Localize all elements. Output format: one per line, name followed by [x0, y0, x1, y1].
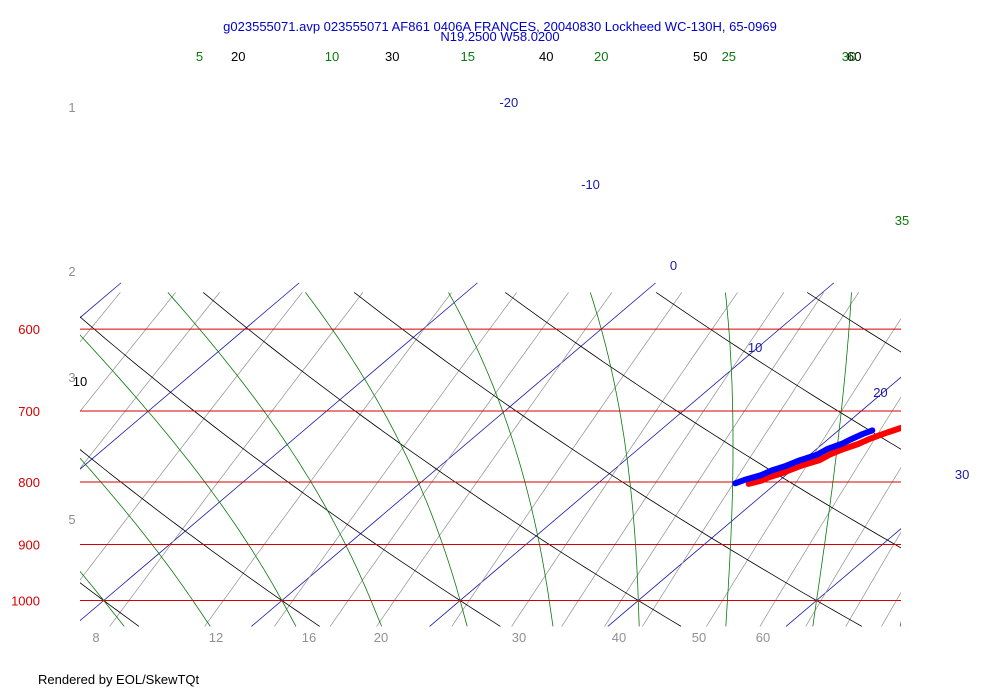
isotherm-label: -20 [499, 95, 518, 110]
moist-adiabat-line [988, 292, 1000, 626]
mixing-ratio-side-labels: 1 2 3 5 [68, 100, 75, 527]
mixing-ratio-bottom-label: 12 [209, 630, 223, 645]
mixing-ratio-line [80, 292, 176, 412]
mixing-ratio-side-label: 3 [68, 370, 75, 385]
temperature-tick-label: 30 [385, 49, 399, 64]
mixing-ratio-bottom-label: 30 [512, 630, 526, 645]
mixing-ratio-side-label: 5 [68, 512, 75, 527]
dry-adiabat-line [80, 582, 140, 627]
mixing-ratio-line [642, 292, 859, 627]
moist-adiabat-line [448, 292, 554, 627]
moist-adiabat-line [812, 292, 852, 627]
temperature-tick-label: 40 [539, 49, 553, 64]
mixing-ratio-line [451, 292, 683, 627]
dewpoint-trace [732, 427, 876, 487]
mixing-ratio-bottom-labels: 8 12 16 20 30 40 50 60 [92, 630, 770, 645]
side-temperature-label: 10 [73, 374, 87, 389]
pressure-axis: 600 700 800 900 1000 [11, 322, 40, 608]
dry-adiabat-line [958, 292, 1000, 626]
dry-adiabat-line [80, 449, 320, 627]
dry-adiabat-line [353, 292, 862, 627]
mixing-ratio-line [561, 292, 785, 627]
mixing-ratio-bottom-label: 60 [756, 630, 770, 645]
pressure-label: 900 [18, 538, 40, 553]
dry-adiabat-line [504, 292, 901, 549]
isotherm-label: 20 [873, 385, 887, 400]
theta-tick-label: 25 [722, 49, 736, 64]
mixing-ratio-line [329, 292, 569, 627]
isotherm-labels: -20-10010203040 [499, 95, 969, 482]
theta-tick-label: 30 [842, 49, 856, 64]
mixing-ratio-line [845, 531, 901, 627]
mixing-ratio-line [274, 292, 517, 627]
theta-tick-label: 15 [460, 49, 474, 64]
sounding-point [922, 406, 928, 412]
chart-subtitle: N19.2500 W58.0200 [440, 29, 559, 44]
isotherm-line [964, 283, 1000, 627]
moist-adiabat-line [167, 292, 382, 627]
moist-adiabat-line [589, 292, 640, 627]
temperature-tick-label: 60 [847, 49, 861, 64]
moist-adiabat-line [305, 292, 468, 627]
theta-tick-label: 35 [895, 213, 909, 228]
dry-adiabat-line [202, 292, 682, 627]
isotherm-line [80, 282, 478, 622]
moist-adiabat-line [899, 620, 901, 627]
mixing-ratio-bottom-label: 40 [612, 630, 626, 645]
temperature-tick-label: 50 [693, 49, 707, 64]
isotherm-line [80, 282, 300, 470]
mixing-ratio-bottom-label: 16 [302, 630, 316, 645]
mixing-ratio-line [970, 292, 1000, 626]
mixing-ratio-line [0, 292, 45, 626]
mixing-ratio-line [759, 396, 901, 627]
theta-tick-label: 20 [594, 49, 608, 64]
moist-adiabat-line [80, 570, 125, 627]
mixing-ratio-line [80, 292, 303, 581]
moist-adiabat-line [80, 457, 211, 627]
mixing-ratio-line [109, 292, 364, 627]
mixing-ratio-side-label: 1 [68, 100, 75, 115]
top-axis-labels: 20 30 40 50 60 5 10 15 20 25 30 35 10 [73, 49, 909, 389]
mixing-ratio-side-label: 2 [68, 264, 75, 279]
mixing-ratio-line [914, 292, 1000, 626]
mixing-ratio-bottom-label: 50 [692, 630, 706, 645]
temperature-trace [745, 424, 901, 487]
isotherm-label: 0 [670, 258, 677, 273]
chart-title: g023555071.avp 023555071 AF861 0406A FRA… [223, 19, 777, 34]
moist-adiabat-line [80, 334, 297, 627]
mixing-ratio-line [805, 466, 901, 627]
mixing-ratio-bottom-label: 8 [92, 630, 99, 645]
isotherm-label: 10 [748, 340, 762, 355]
mixing-ratio-line [511, 292, 738, 627]
isotherm-line [607, 376, 901, 627]
isotherm-line [785, 528, 901, 627]
sounding-traces [732, 406, 928, 487]
dry-adiabat-line [80, 316, 501, 627]
pressure-label: 1000 [11, 594, 40, 609]
mixing-ratio-line [80, 292, 220, 469]
isotherm-line [429, 282, 835, 627]
isotherm-label: 30 [955, 467, 969, 482]
isotherm-line [251, 282, 656, 627]
theta-tick-label: 5 [196, 49, 203, 64]
pressure-label: 700 [18, 404, 40, 419]
background-grid [0, 282, 1000, 627]
theta-tick-label: 10 [325, 49, 339, 64]
mixing-ratio-bottom-label: 20 [374, 630, 388, 645]
mixing-ratio-line [80, 292, 121, 343]
footer-credit: Rendered by EOL/SkewTQt [38, 672, 200, 687]
pressure-label: 600 [18, 322, 40, 337]
pressure-label: 800 [18, 475, 40, 490]
moist-adiabat-line [725, 292, 734, 627]
mixing-ratio-line [376, 292, 613, 627]
dry-adiabat-line [655, 292, 901, 450]
mixing-ratio-line [604, 292, 824, 627]
isotherm-label: -10 [581, 177, 600, 192]
mixing-ratio-line [881, 591, 901, 627]
mixing-ratio-line [204, 292, 452, 627]
temperature-tick-label: 20 [231, 49, 245, 64]
